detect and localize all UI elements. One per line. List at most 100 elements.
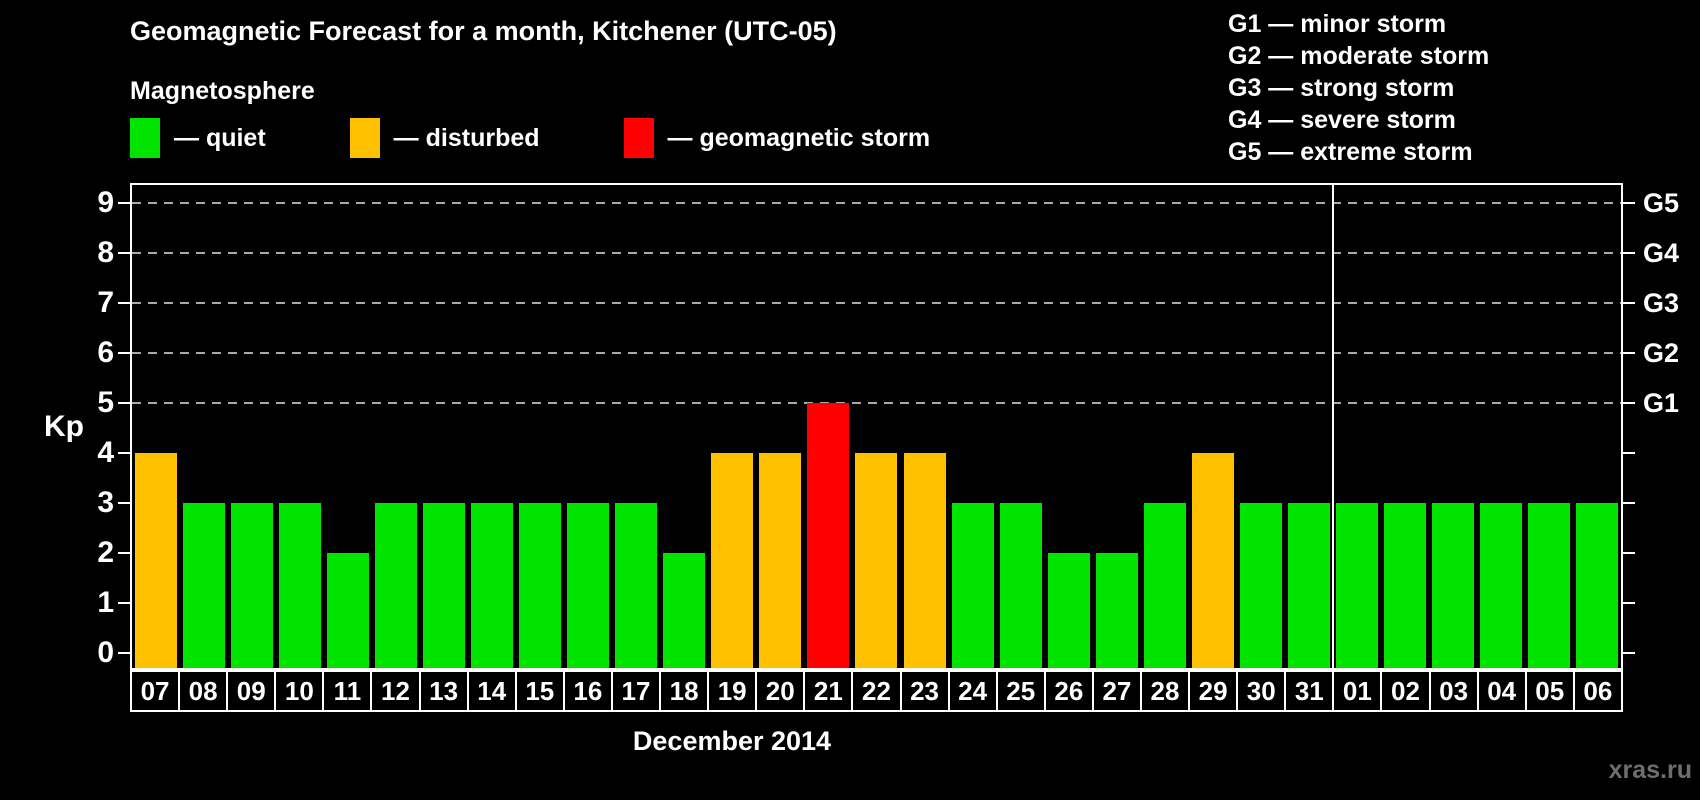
watermark: xras.ru [1608, 756, 1692, 784]
kp-bar-day-05 [1527, 503, 1570, 668]
kp-bar-day-12 [375, 503, 418, 668]
left-tick-kp-9 [118, 202, 130, 204]
left-tick-kp-6 [118, 352, 130, 354]
bar-slot-day-19 [708, 185, 756, 668]
day-label-11: 11 [322, 670, 373, 712]
g-legend-line-g1: G1 — minor storm [1228, 10, 1447, 38]
bar-slot-day-08 [180, 185, 228, 668]
day-label-23: 23 [899, 670, 950, 712]
bar-slot-day-12 [372, 185, 420, 668]
left-tick-kp-0 [118, 652, 130, 654]
right-tick-kp-1 [1623, 602, 1635, 604]
y-axis-tick-label-3: 3 [97, 486, 114, 519]
kp-bar-day-21 [807, 403, 850, 668]
legend-item-disturbed: — disturbed [349, 118, 540, 158]
right-tick-kp-3 [1623, 502, 1635, 504]
kp-bar-day-23 [903, 453, 946, 668]
day-label-14: 14 [466, 670, 517, 712]
kp-bar-day-22 [855, 453, 898, 668]
day-label-18: 18 [659, 670, 710, 712]
y-axis-tick-label-5: 5 [97, 386, 114, 419]
day-label-16: 16 [562, 670, 613, 712]
kp-bar-day-01 [1335, 503, 1378, 668]
y-axis-tick-label-6: 6 [97, 336, 114, 369]
kp-bar-day-20 [759, 453, 802, 668]
day-label-15: 15 [514, 670, 565, 712]
kp-bar-day-27 [1095, 553, 1138, 668]
legend-item-quiet: — quiet [130, 118, 266, 158]
kp-bar-day-30 [1239, 503, 1282, 668]
kp-bar-day-14 [471, 503, 514, 668]
x-axis-day-labels: 07 08 09 10 11 12 13 14 15 16 17 18 19 20 21 22 23 24 25 26… [130, 670, 1623, 712]
bar-slot-day-25 [997, 185, 1045, 668]
day-label-17: 17 [610, 670, 662, 712]
day-label-24: 24 [947, 670, 998, 712]
kp-bar-day-28 [1143, 503, 1186, 668]
y-axis-tick-label-8: 8 [97, 236, 114, 269]
bars-container [132, 185, 1621, 668]
day-label-26: 26 [1043, 670, 1094, 712]
bar-slot-day-21 [804, 185, 852, 668]
right-axis-label-g4: G4 [1643, 238, 1680, 268]
bar-slot-day-01 [1333, 185, 1381, 668]
y-axis-tick-label-0: 0 [97, 636, 114, 669]
kp-bar-day-26 [1047, 553, 1090, 668]
bar-slot-day-24 [949, 185, 997, 668]
bar-slot-day-04 [1477, 185, 1525, 668]
day-label-08: 08 [178, 670, 229, 712]
kp-bar-day-16 [567, 503, 610, 668]
kp-bar-day-31 [1287, 503, 1330, 668]
left-tick-kp-3 [118, 502, 130, 504]
y-axis-tick-label-4: 4 [97, 436, 114, 469]
day-label-22: 22 [851, 670, 902, 712]
bar-slot-day-09 [228, 185, 276, 668]
kp-bar-day-17 [615, 503, 658, 668]
g-legend-line-g2: G2 — moderate storm [1228, 42, 1490, 70]
x-axis-title: December 2014 [632, 726, 832, 756]
bar-slot-day-20 [756, 185, 804, 668]
legend-swatch-disturbed [349, 118, 380, 158]
bar-slot-day-13 [420, 185, 468, 668]
chart-title: Geomagnetic Forecast for a month, Kitche… [130, 16, 837, 46]
y-axis-tick-label-7: 7 [97, 286, 114, 319]
kp-bar-day-24 [951, 503, 994, 668]
bar-slot-day-18 [660, 185, 708, 668]
kp-bar-day-04 [1479, 503, 1522, 668]
gridline-kp-7 [132, 302, 1621, 304]
left-tick-kp-8 [118, 252, 130, 254]
bar-slot-day-15 [516, 185, 564, 668]
day-label-09: 09 [226, 670, 277, 712]
g-legend-line-g4: G4 — severe storm [1228, 106, 1456, 134]
right-axis-label-g3: G3 [1643, 288, 1680, 318]
magnetosphere-legend: — quiet — disturbed — geomagnetic storm [130, 118, 930, 158]
legend-label-quiet: — quiet [174, 123, 266, 152]
y-axis-tick-label-2: 2 [97, 536, 114, 569]
kp-bar-day-13 [423, 503, 466, 668]
legend-label-storm: — geomagnetic storm [667, 123, 931, 152]
kp-bar-day-07 [135, 453, 178, 668]
month-separator-line [1331, 185, 1334, 668]
legend-swatch-quiet [130, 118, 160, 158]
bar-slot-day-31 [1285, 185, 1333, 668]
day-label-13: 13 [418, 670, 469, 712]
kp-bar-day-29 [1191, 453, 1234, 668]
kp-bar-day-19 [711, 453, 754, 668]
day-label-02: 02 [1380, 670, 1431, 712]
day-label-05: 05 [1524, 670, 1575, 712]
day-label-19: 19 [707, 670, 758, 712]
day-label-29: 29 [1188, 670, 1239, 712]
legend-item-storm: — geomagnetic storm [623, 118, 931, 158]
bar-slot-day-11 [324, 185, 372, 668]
left-tick-kp-1 [118, 602, 130, 604]
kp-bar-day-08 [183, 503, 226, 668]
right-tick-kp-8 [1623, 252, 1635, 254]
left-tick-kp-4 [118, 452, 130, 454]
gridline-kp-5 [132, 402, 1621, 404]
day-label-31: 31 [1284, 670, 1335, 712]
bar-slot-day-06 [1573, 185, 1621, 668]
day-label-07: 07 [130, 670, 181, 712]
kp-bar-day-10 [279, 503, 322, 668]
plot-area: 0 1 2 3 4 5 6 7 8 9 G1 G2 G3 G4 G5 [97, 183, 1679, 670]
bar-slot-day-29 [1189, 185, 1237, 668]
day-label-04: 04 [1476, 670, 1527, 712]
